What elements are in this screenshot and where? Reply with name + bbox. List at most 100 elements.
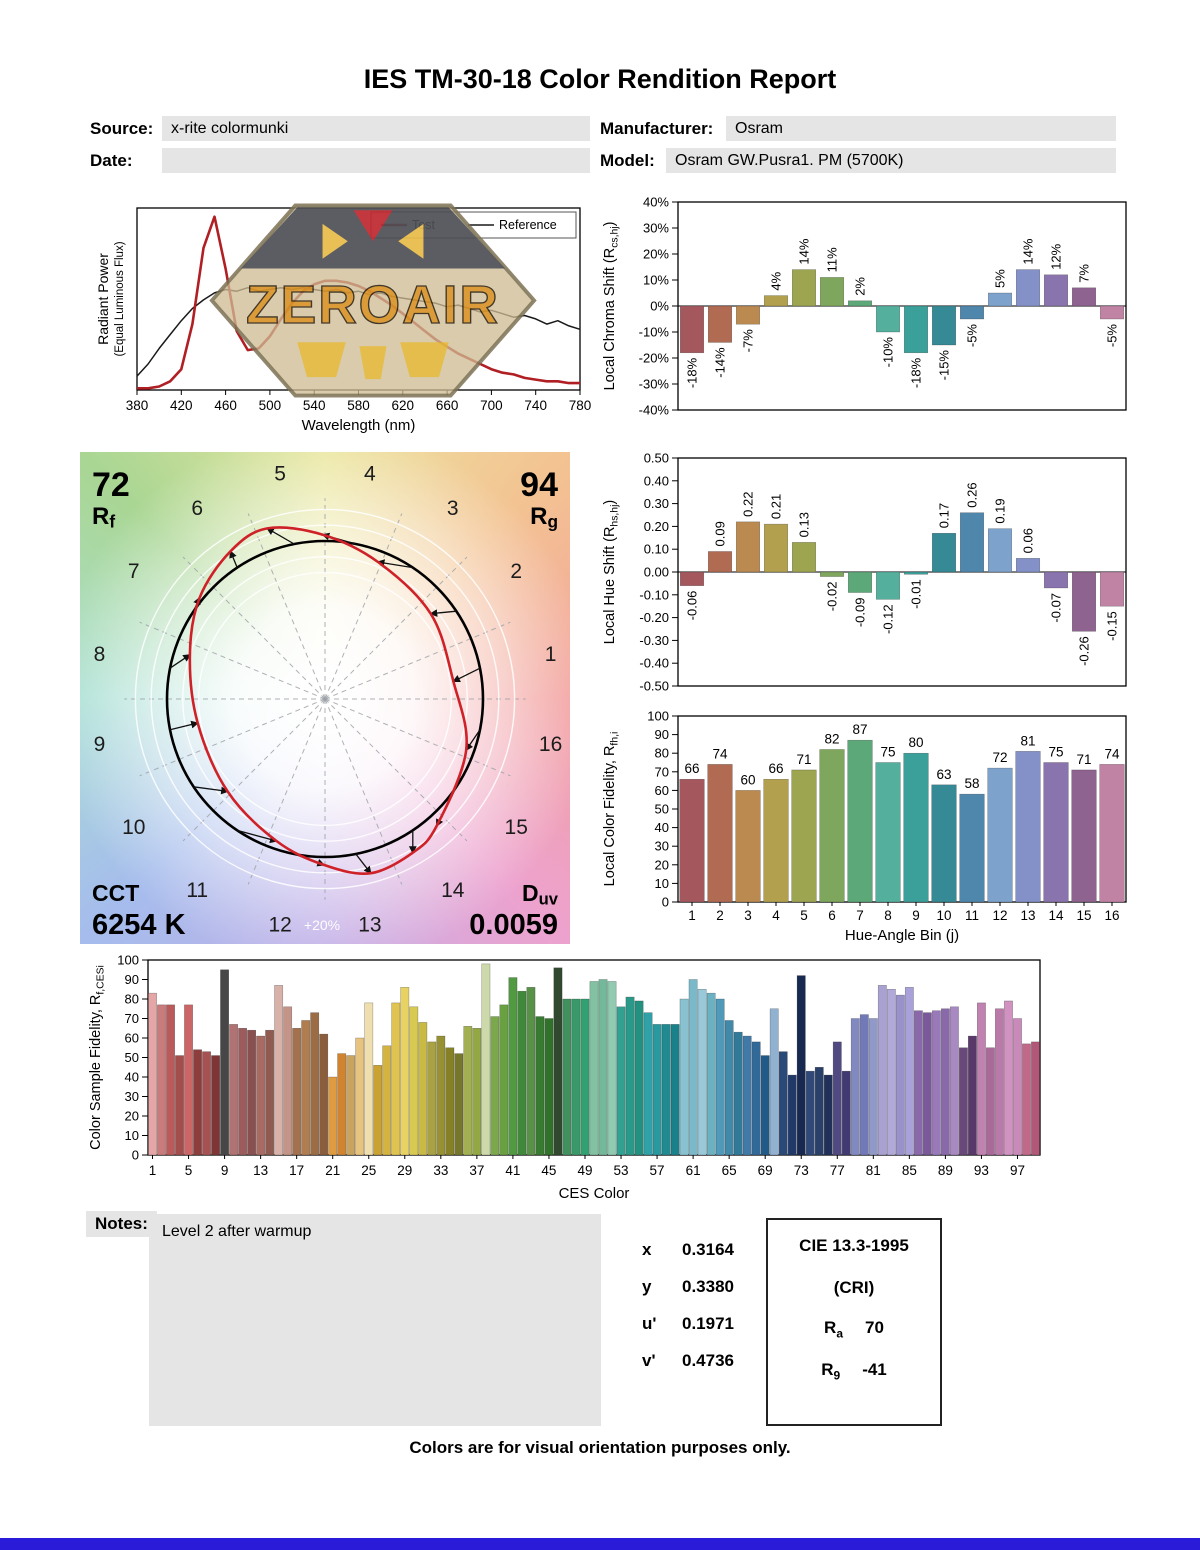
svg-text:89: 89 — [938, 1163, 953, 1178]
svg-text:9: 9 — [912, 908, 920, 923]
svg-text:-0.50: -0.50 — [639, 679, 669, 694]
chromaticity-x-row: x 0.3164 — [642, 1240, 734, 1259]
svg-text:11: 11 — [186, 879, 208, 902]
notes-label: Notes: — [86, 1211, 157, 1237]
svg-text:10: 10 — [125, 1128, 139, 1143]
svg-text:-7%: -7% — [741, 329, 756, 353]
svg-text:71: 71 — [1076, 752, 1091, 767]
svg-text:9: 9 — [221, 1163, 229, 1178]
svg-text:70: 70 — [655, 764, 669, 779]
svg-text:2: 2 — [510, 560, 522, 583]
svg-text:3: 3 — [744, 908, 752, 923]
model-value: Osram GW.Pusra1. PM (5700K) — [666, 148, 1116, 173]
date-label: Date: — [90, 151, 133, 170]
svg-text:25: 25 — [361, 1163, 376, 1178]
svg-text:37: 37 — [469, 1163, 484, 1178]
svg-text:-14%: -14% — [713, 347, 728, 378]
svg-text:460: 460 — [214, 398, 237, 413]
svg-text:66: 66 — [684, 761, 699, 776]
svg-text:80: 80 — [655, 746, 669, 761]
svg-text:12%: 12% — [1049, 243, 1064, 269]
logo-trapezoid-right — [400, 342, 449, 378]
svg-text:90: 90 — [655, 727, 669, 742]
logo-chevron-right-icon — [398, 223, 424, 259]
svg-text:11: 11 — [965, 908, 979, 923]
svg-text:97: 97 — [1010, 1163, 1025, 1178]
svg-text:40: 40 — [125, 1070, 139, 1085]
chromaticity-y-row: y 0.3380 — [642, 1277, 734, 1296]
svg-text:16: 16 — [1104, 908, 1119, 923]
svg-text:10%: 10% — [643, 273, 669, 288]
cri-r9-label: R9 — [821, 1360, 841, 1383]
svg-text:45: 45 — [541, 1163, 556, 1178]
manufacturer-value: Osram — [726, 116, 1116, 141]
svg-text:75: 75 — [880, 745, 895, 760]
model-label: Model: — [600, 151, 655, 170]
svg-text:-0.15: -0.15 — [1105, 611, 1120, 641]
svg-text:50: 50 — [125, 1050, 139, 1065]
svg-text:14: 14 — [1048, 908, 1064, 923]
svg-text:50: 50 — [655, 802, 669, 817]
svg-text:1: 1 — [688, 908, 696, 923]
svg-text:14: 14 — [441, 879, 465, 902]
svg-text:420: 420 — [170, 398, 193, 413]
footer-note: Colors are for visual orientation purpos… — [409, 1438, 791, 1457]
cri-ra-row: Ra 70 — [768, 1318, 940, 1340]
logo-arrow-icon — [353, 210, 393, 242]
svg-text:-30%: -30% — [639, 377, 670, 392]
svg-text:5: 5 — [800, 908, 808, 923]
color-sample-fidelity-chart: 0 10 20 30 40 50 60 70 80 90 100 1 5 9 13 17 21 25 29 33 37 4… — [88, 953, 1041, 1202]
svg-text:85: 85 — [902, 1163, 917, 1178]
svg-text:0.06: 0.06 — [1021, 528, 1036, 553]
svg-text:14%: 14% — [1021, 238, 1036, 264]
svg-text:74: 74 — [712, 746, 728, 761]
svg-text:80: 80 — [125, 992, 139, 1007]
svg-text:5: 5 — [274, 462, 286, 485]
date-value — [162, 148, 590, 173]
svg-text:1: 1 — [545, 643, 557, 666]
svg-text:40%: 40% — [643, 195, 669, 210]
cri-r9-row: R9 -41 — [768, 1360, 940, 1382]
svg-text:(Equal Luminous Flux): (Equal Luminous Flux) — [114, 241, 126, 356]
svg-text:740: 740 — [524, 398, 547, 413]
svg-text:Color Sample Fidelity, Rf,CESi: Color Sample Fidelity, Rf,CESi — [88, 965, 107, 1150]
svg-text:Rg: Rg — [530, 503, 558, 532]
svg-text:Radiant Power: Radiant Power — [95, 253, 111, 345]
svg-text:17: 17 — [289, 1163, 304, 1178]
svg-text:0.50: 0.50 — [644, 451, 669, 466]
svg-text:6: 6 — [828, 908, 836, 923]
svg-text:-0.40: -0.40 — [639, 656, 669, 671]
svg-text:30: 30 — [125, 1089, 139, 1104]
svg-text:71: 71 — [796, 752, 811, 767]
svg-text:-0.07: -0.07 — [1049, 593, 1064, 623]
svg-text:10: 10 — [122, 816, 145, 839]
svg-text:8: 8 — [94, 643, 106, 666]
svg-text:0.13: 0.13 — [797, 512, 812, 537]
svg-text:-15%: -15% — [937, 350, 952, 381]
svg-text:4: 4 — [772, 908, 780, 923]
svg-text:-0.09: -0.09 — [853, 598, 868, 628]
svg-text:660: 660 — [436, 398, 459, 413]
svg-text:73: 73 — [794, 1163, 809, 1178]
svg-text:-40%: -40% — [639, 403, 670, 418]
svg-text:93: 93 — [974, 1163, 989, 1178]
svg-text:57: 57 — [650, 1163, 665, 1178]
svg-text:-10%: -10% — [639, 325, 670, 340]
manufacturer-label: Manufacturer: — [600, 119, 714, 138]
color-vector-graphic: 1 2 3 4 5 6 7 8 9 10 11 12 13 14 15 16 +20% 72 Rf 94 Rg CCT 62… — [80, 452, 570, 944]
svg-text:0.00: 0.00 — [644, 565, 669, 580]
svg-text:-5%: -5% — [1105, 324, 1120, 348]
svg-text:-0.01: -0.01 — [909, 579, 924, 609]
svg-text:0.30: 0.30 — [644, 496, 669, 511]
svg-text:20: 20 — [655, 857, 669, 872]
svg-text:Reference: Reference — [499, 218, 557, 232]
svg-text:82: 82 — [824, 731, 839, 746]
svg-text:16: 16 — [539, 733, 562, 756]
svg-text:CES Color: CES Color — [559, 1185, 630, 1202]
cri-r9-value: -41 — [862, 1360, 887, 1380]
svg-text:81: 81 — [1020, 733, 1035, 748]
local-chroma-shift-chart: -40% -30% -20% -10% 0% 10% 20% 30% 40% -18% -14% -7… — [602, 195, 1127, 418]
svg-text:0.10: 0.10 — [644, 542, 669, 557]
